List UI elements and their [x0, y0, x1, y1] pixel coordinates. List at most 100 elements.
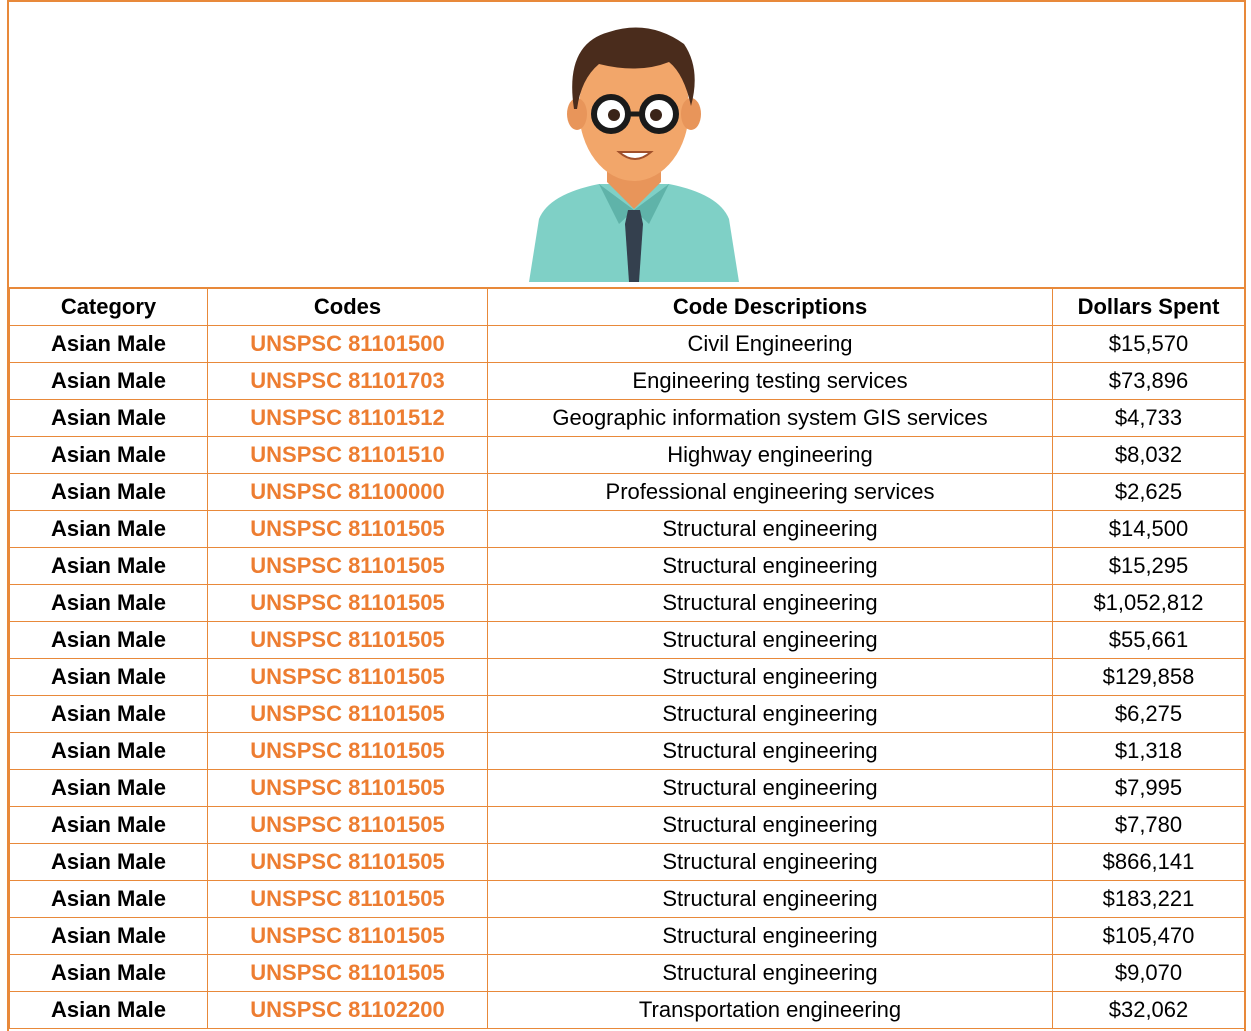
amount-cell: $15,570 — [1052, 325, 1245, 363]
table-row: Asian Male UNSPSC 81101505 Structural engi… — [9, 954, 1245, 992]
description-cell: Engineering testing services — [487, 362, 1053, 400]
table-row: Asian Male UNSPSC 81101505 Structural engi… — [9, 843, 1245, 881]
code-cell: UNSPSC 81101505 — [207, 621, 488, 659]
table-row: Asian Male UNSPSC 81101505 Structural engi… — [9, 621, 1245, 659]
table-row: Asian Male UNSPSC 81101505 Structural engi… — [9, 917, 1245, 955]
description-cell: Structural engineering — [487, 510, 1053, 548]
category-cell: Asian Male — [9, 732, 208, 770]
category-cell: Asian Male — [9, 843, 208, 881]
category-cell: Asian Male — [9, 621, 208, 659]
table-row: Asian Male UNSPSC 81102200 Transportation … — [9, 991, 1245, 1029]
amount-cell: $1,052,812 — [1052, 584, 1245, 622]
avatar — [529, 27, 739, 282]
amount-cell: $73,896 — [1052, 362, 1245, 400]
category-cell: Asian Male — [9, 584, 208, 622]
description-cell: Geographic information system GIS servic… — [487, 399, 1053, 437]
table-row: Asian Male UNSPSC 81101505 Structural engi… — [9, 769, 1245, 807]
code-cell: UNSPSC 81101505 — [207, 510, 488, 548]
column-header: Category — [9, 287, 208, 326]
description-cell: Structural engineering — [487, 732, 1053, 770]
amount-cell: $14,500 — [1052, 510, 1245, 548]
category-cell: Asian Male — [9, 917, 208, 955]
description-cell: Structural engineering — [487, 880, 1053, 918]
description-cell: Structural engineering — [487, 843, 1053, 881]
amount-cell: $4,733 — [1052, 399, 1245, 437]
category-cell: Asian Male — [9, 991, 208, 1029]
description-cell: Structural engineering — [487, 584, 1053, 622]
code-cell: UNSPSC 81101703 — [207, 362, 488, 400]
amount-cell: $6,275 — [1052, 695, 1245, 733]
category-cell: Asian Male — [9, 399, 208, 437]
amount-cell: $2,625 — [1052, 473, 1245, 511]
description-cell: Structural engineering — [487, 806, 1053, 844]
code-cell: UNSPSC 81101505 — [207, 880, 488, 918]
category-cell: Asian Male — [9, 954, 208, 992]
document: Category Codes Code Descriptions Dollars Sp… — [7, 0, 1246, 1031]
description-cell: Structural engineering — [487, 658, 1053, 696]
table-row: Asian Male UNSPSC 81101505 Structural engi… — [9, 806, 1245, 844]
amount-cell: $8,032 — [1052, 436, 1245, 474]
description-cell: Highway engineering — [487, 436, 1053, 474]
amount-cell: $9,070 — [1052, 954, 1245, 992]
amount-cell: $866,141 — [1052, 843, 1245, 881]
table-row: Asian Male UNSPSC 81100000 Professional en… — [9, 473, 1245, 511]
category-cell: Asian Male — [9, 695, 208, 733]
amount-cell: $7,995 — [1052, 769, 1245, 807]
description-cell: Structural engineering — [487, 769, 1053, 807]
amount-cell: $7,780 — [1052, 806, 1245, 844]
amount-cell: $1,318 — [1052, 732, 1245, 770]
code-cell: UNSPSC 81101510 — [207, 436, 488, 474]
code-cell: UNSPSC 81101505 — [207, 547, 488, 585]
column-header: Codes — [207, 287, 488, 326]
table-row: Asian Male UNSPSC 81101505 Structural engi… — [9, 695, 1245, 733]
category-cell: Asian Male — [9, 769, 208, 807]
description-cell: Professional engineering services — [487, 473, 1053, 511]
description-cell: Structural engineering — [487, 917, 1053, 955]
amount-cell: $129,858 — [1052, 658, 1245, 696]
category-cell: Asian Male — [9, 362, 208, 400]
code-cell: UNSPSC 81101512 — [207, 399, 488, 437]
code-cell: UNSPSC 81100000 — [207, 473, 488, 511]
table-row: Asian Male UNSPSC 81101505 Structural engi… — [9, 510, 1245, 548]
code-cell: UNSPSC 81101505 — [207, 658, 488, 696]
code-cell: UNSPSC 81101505 — [207, 806, 488, 844]
code-cell: UNSPSC 81101505 — [207, 695, 488, 733]
category-cell: Asian Male — [9, 473, 208, 511]
table-row: Asian Male UNSPSC 81101505 Structural engi… — [9, 880, 1245, 918]
description-cell: Structural engineering — [487, 954, 1053, 992]
description-cell: Structural engineering — [487, 695, 1053, 733]
category-cell: Asian Male — [9, 510, 208, 548]
code-cell: UNSPSC 81101505 — [207, 954, 488, 992]
column-header: Code Descriptions — [487, 287, 1053, 326]
header-row: Category Codes Code Descriptions Dollars Sp… — [9, 287, 1245, 326]
table-row: Asian Male UNSPSC 81101512 Geographic info… — [9, 399, 1245, 437]
code-cell: UNSPSC 81101505 — [207, 584, 488, 622]
table-row: Asian Male UNSPSC 81101505 Structural engi… — [9, 732, 1245, 770]
description-cell: Transportation engineering — [487, 991, 1053, 1029]
code-cell: UNSPSC 81101505 — [207, 732, 488, 770]
code-cell: UNSPSC 81101500 — [207, 325, 488, 363]
avatar-area — [9, 2, 1244, 287]
table-row: Asian Male UNSPSC 81101500 Civil Engineeri… — [9, 325, 1245, 363]
table-row: Asian Male UNSPSC 81101505 Structural engi… — [9, 658, 1245, 696]
amount-cell: $105,470 — [1052, 917, 1245, 955]
amount-cell: $15,295 — [1052, 547, 1245, 585]
category-cell: Asian Male — [9, 880, 208, 918]
description-cell: Civil Engineering — [487, 325, 1053, 363]
amount-cell: $32,062 — [1052, 991, 1245, 1029]
table-row: Asian Male UNSPSC 81101703 Engineering tes… — [9, 362, 1245, 400]
table-row: Asian Male UNSPSC 81101510 Highway enginee… — [9, 436, 1245, 474]
code-cell: UNSPSC 81101505 — [207, 843, 488, 881]
category-cell: Asian Male — [9, 547, 208, 585]
spend-table: Category Codes Code Descriptions Dollars Sp… — [9, 287, 1245, 1029]
amount-cell: $55,661 — [1052, 621, 1245, 659]
table-row: Asian Male UNSPSC 81101505 Structural engi… — [9, 584, 1245, 622]
description-cell: Structural engineering — [487, 547, 1053, 585]
category-cell: Asian Male — [9, 325, 208, 363]
code-cell: UNSPSC 81102200 — [207, 991, 488, 1029]
category-cell: Asian Male — [9, 806, 208, 844]
category-cell: Asian Male — [9, 436, 208, 474]
amount-cell: $183,221 — [1052, 880, 1245, 918]
table-row: Asian Male UNSPSC 81101505 Structural engi… — [9, 547, 1245, 585]
category-cell: Asian Male — [9, 658, 208, 696]
